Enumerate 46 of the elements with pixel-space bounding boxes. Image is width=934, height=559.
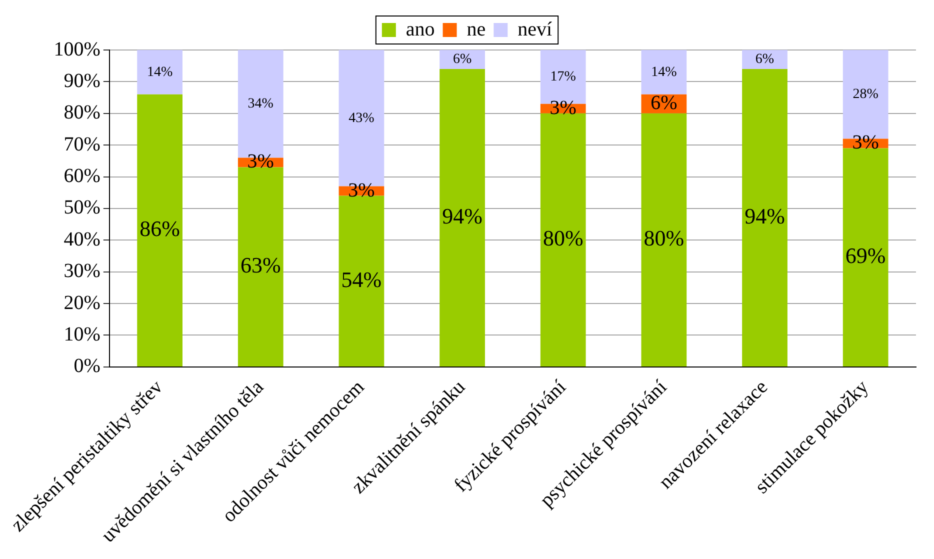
data-label: 43% — [348, 110, 375, 126]
data-label: 3% — [348, 179, 375, 202]
bar — [338, 196, 384, 366]
y-tick-label: 30% — [64, 260, 100, 282]
data-label: 6% — [755, 52, 774, 68]
data-label: 6% — [452, 52, 472, 68]
data-label: 86% — [140, 216, 180, 242]
y-tick-label: 10% — [64, 323, 100, 346]
bar — [742, 69, 788, 366]
data-label: 80% — [644, 226, 684, 251]
y-tick-label: 90% — [64, 70, 100, 92]
data-label: 94% — [442, 204, 482, 229]
data-label: 94% — [744, 204, 785, 229]
data-label: 6% — [650, 92, 678, 114]
data-label: 69% — [845, 243, 886, 268]
data-label: 14% — [651, 64, 678, 80]
bar — [137, 50, 182, 94]
bar — [137, 94, 182, 366]
data-label: 63% — [240, 252, 281, 278]
bar — [440, 50, 485, 70]
y-tick-label: 70% — [64, 133, 100, 156]
data-label: 28% — [852, 87, 879, 102]
y-tick-label: 40% — [64, 228, 100, 250]
legend-label: ne — [466, 18, 486, 40]
y-tick-label: 80% — [64, 102, 100, 124]
data-label: 3% — [247, 150, 274, 173]
y-tick-label: 50% — [64, 196, 100, 219]
y-tick-label: 100% — [54, 38, 100, 60]
legend-label: neví — [518, 18, 553, 40]
bar — [842, 148, 888, 366]
y-tick-label: 20% — [64, 292, 100, 314]
bar — [641, 113, 687, 366]
legend-label: ano — [406, 18, 435, 40]
data-label: 34% — [248, 96, 274, 112]
bar — [742, 50, 788, 70]
bar — [440, 69, 485, 366]
data-label: 17% — [550, 70, 576, 85]
data-label: 14% — [146, 64, 173, 80]
bar — [540, 113, 586, 366]
y-tick-label: 60% — [64, 165, 100, 188]
data-label: 80% — [542, 226, 584, 251]
data-label: 54% — [341, 266, 382, 292]
bar — [238, 167, 284, 366]
y-tick-label: 0% — [74, 355, 100, 378]
bar — [641, 50, 687, 94]
data-label: 3% — [852, 132, 879, 154]
